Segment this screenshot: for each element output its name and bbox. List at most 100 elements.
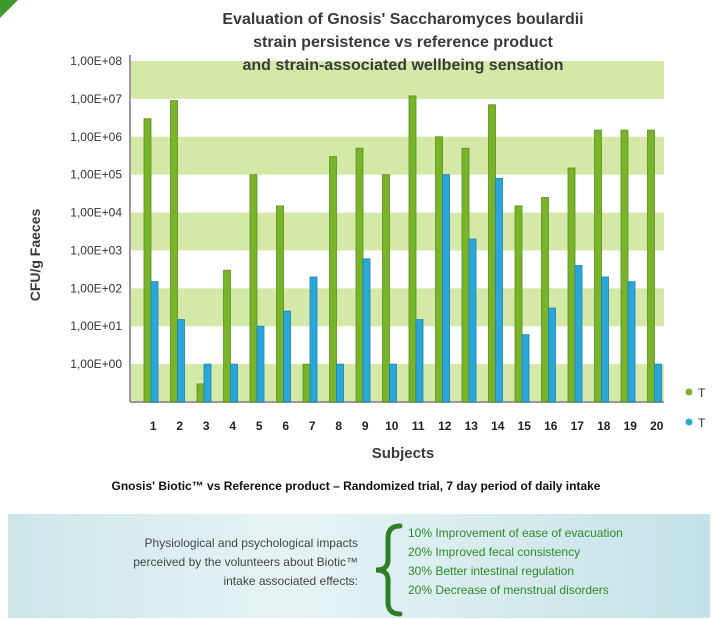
y-tick-label: 1,00E+02 [70, 281, 122, 295]
bar-green [223, 269, 231, 403]
bar-blue [521, 334, 530, 403]
bar-green [408, 95, 417, 403]
y-tick-label: 1,00E+07 [70, 92, 122, 106]
grid-band [130, 212, 664, 251]
bar-blue [283, 310, 291, 403]
bar-blue [601, 276, 609, 403]
bar-green [647, 129, 655, 403]
x-tick-label: 18 [597, 419, 611, 433]
effect-item: 10% Improvement of ease of evacuation [408, 526, 623, 540]
x-tick-label: 20 [650, 419, 664, 433]
corner-accent [0, 0, 18, 18]
bar-blue [336, 363, 344, 403]
grid-band [130, 288, 664, 327]
bar-green [567, 167, 576, 403]
x-tick-label: 6 [282, 419, 289, 433]
x-tick-label: 8 [335, 419, 342, 433]
legend-marker-green [685, 388, 693, 396]
panel-left-line: intake associated effects: [223, 574, 358, 588]
bar-blue [548, 307, 556, 403]
bar-blue [654, 363, 662, 403]
x-tick-label: 5 [256, 419, 263, 433]
y-tick-label: 1,00E+00 [70, 357, 122, 371]
bar-blue [230, 363, 238, 403]
y-tick-label: 1,00E+03 [70, 243, 122, 257]
y-tick-label: 1,00E+06 [70, 130, 122, 144]
legend-label: T [698, 386, 706, 400]
bar-green [435, 136, 443, 403]
x-tick-label: 3 [203, 419, 210, 433]
x-tick-label: 17 [571, 419, 585, 433]
bar-chart: Evaluation of Gnosis' Saccharomyces boul… [27, 11, 706, 462]
chart-title-line: Evaluation of Gnosis' Saccharomyces boul… [222, 11, 583, 28]
chart-title: Evaluation of Gnosis' Saccharomyces boul… [222, 11, 583, 74]
bar-green [355, 147, 364, 403]
bar-blue [468, 238, 477, 403]
effect-item: 20% Improved fecal consistency [408, 545, 581, 559]
chart-subtitle: Gnosis' Biotic™ vs Reference product – R… [111, 479, 601, 493]
x-tick-label: 4 [229, 419, 236, 433]
bar-green [620, 129, 629, 403]
grid-band [130, 136, 664, 175]
panel-effects-list: 10% Improvement of ease of evacuation 20… [408, 524, 623, 600]
chart-bands [130, 61, 664, 402]
x-tick-label: 1 [150, 419, 157, 433]
brace-icon [375, 523, 403, 617]
bar-blue [309, 276, 318, 403]
bar-green [461, 147, 470, 403]
bar-blue [389, 363, 397, 403]
bar-green [196, 383, 205, 403]
effect-item: 30% Better intestinal regulation [408, 564, 575, 578]
bars [143, 95, 662, 403]
effects-panel: Physiological and psychological impacts … [8, 514, 710, 618]
bar-blue [177, 319, 185, 403]
bar-blue [495, 177, 503, 403]
x-tick-label: 11 [412, 419, 425, 433]
bar-green [488, 104, 496, 403]
y-tick-label: 1,00E+08 [70, 54, 122, 68]
x-tick-label: 12 [438, 419, 452, 433]
x-tick-label: 13 [465, 419, 479, 433]
bar-green [143, 118, 152, 403]
grid-band [130, 61, 664, 99]
bar-blue [256, 325, 265, 403]
y-tick-label: 1,00E+01 [70, 319, 122, 333]
y-axis-ticks: 1,00E+08 1,00E+07 1,00E+06 1,00E+05 1,00E+04… [70, 54, 122, 371]
x-axis-ticks: 1 2 3 4 5 6 7 8 9 10 11 12 13 14 15 16 17 18 19 20 [150, 419, 664, 433]
legend-label: T [698, 416, 706, 430]
bar-blue [574, 265, 583, 403]
x-axis-label: Subjects [372, 445, 435, 462]
panel-left-line: perceived by the volunteers about Biotic… [133, 555, 358, 569]
bar-blue [442, 174, 450, 403]
x-tick-label: 9 [362, 419, 369, 433]
bar-green [541, 197, 549, 403]
panel-left-line: Physiological and psychological impacts [144, 536, 358, 550]
bar-green [329, 156, 337, 403]
legend: TT [685, 386, 706, 430]
x-tick-label: 19 [624, 419, 638, 433]
bar-green [514, 205, 523, 403]
x-tick-label: 15 [518, 419, 532, 433]
panel-description: Physiological and psychological impacts … [133, 534, 358, 591]
x-tick-label: 7 [309, 419, 316, 433]
bar-green [594, 129, 602, 403]
bar-green [276, 205, 284, 403]
bar-green [302, 363, 311, 403]
chart-title-line: and strain-associated wellbeing sensatio… [243, 57, 564, 74]
legend-marker-blue [685, 418, 693, 426]
bar-blue [203, 363, 212, 403]
effect-item: 20% Decrease of menstrual disorders [408, 583, 609, 597]
bar-blue [362, 258, 371, 403]
y-tick-label: 1,00E+04 [70, 206, 122, 220]
bar-green [170, 100, 178, 403]
chart-title-line: strain persistence vs reference product [253, 34, 553, 51]
x-tick-label: 14 [491, 419, 505, 433]
x-tick-label: 10 [385, 419, 399, 433]
bar-green [249, 174, 258, 403]
bar-green [382, 174, 390, 403]
y-axis-label: CFU/g Faeces [27, 208, 43, 301]
bar-blue [415, 319, 424, 403]
bar-blue [627, 281, 636, 403]
x-tick-label: 16 [544, 419, 558, 433]
x-tick-label: 2 [176, 419, 183, 433]
